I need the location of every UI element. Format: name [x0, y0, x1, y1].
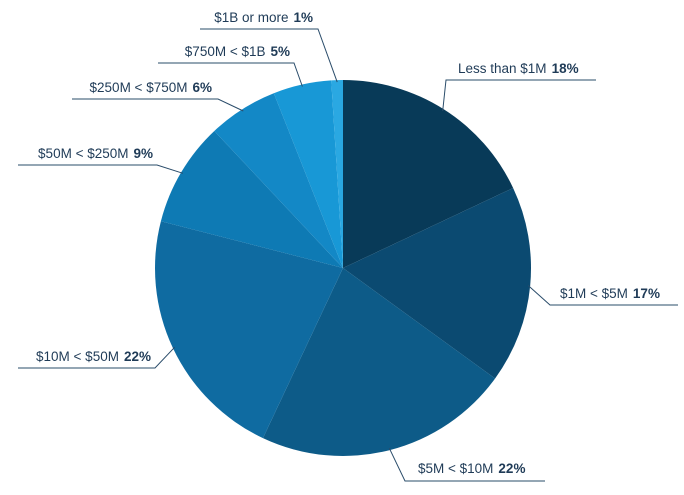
label-5m-10m: $5M < $10M 22% — [418, 461, 525, 476]
label-750m-1b: $750M < $1B 5% — [185, 44, 290, 59]
label-10m-50m: $10M < $50M 22% — [36, 349, 151, 364]
leader-line-0 — [442, 79, 596, 112]
leader-line-1 — [527, 285, 678, 306]
label-less-than-1m: Less than $1M 18% — [458, 61, 579, 76]
pie-slice-6 — [273, 80, 343, 269]
leader-lines — [18, 28, 678, 482]
pie-slice-1 — [343, 187, 532, 379]
label-50m-250m: $50M < $250M 9% — [38, 146, 153, 161]
leader-line-2 — [388, 447, 545, 482]
pie-slice-2 — [262, 268, 496, 457]
pie-slice-0 — [343, 80, 514, 268]
label-1m-5m: $1M < $5M 17% — [560, 286, 660, 301]
pie-slice-5 — [214, 93, 343, 268]
leader-line-3 — [18, 346, 176, 369]
slice-labels: Less than $1M 18% $1M < $5M 17% $5M < $10M… — [36, 10, 660, 476]
pie-slice-7 — [331, 79, 343, 268]
pie-slice-4 — [160, 130, 343, 268]
leader-line-7 — [200, 28, 338, 83]
pie-slice-3 — [155, 221, 343, 439]
pie-slices — [155, 79, 532, 457]
label-1b-or-more: $1B or more 1% — [214, 10, 313, 25]
leader-line-4 — [18, 164, 184, 174]
label-250m-750m: $250M < $750M 6% — [90, 80, 212, 95]
leader-line-5 — [72, 98, 244, 112]
leader-line-6 — [158, 62, 303, 87]
